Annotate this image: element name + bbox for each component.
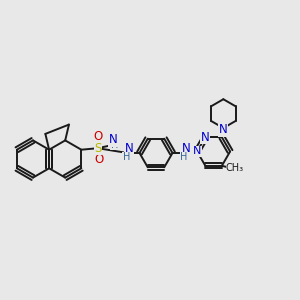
Text: N: N xyxy=(125,142,134,155)
Text: H: H xyxy=(123,152,130,162)
Text: H: H xyxy=(111,140,118,150)
Text: N: N xyxy=(182,142,191,155)
Text: N: N xyxy=(108,133,117,146)
Text: H: H xyxy=(180,152,188,163)
Text: O: O xyxy=(93,130,102,143)
Text: CH₃: CH₃ xyxy=(226,163,244,173)
Text: S: S xyxy=(94,142,101,155)
Text: N: N xyxy=(201,131,210,144)
Text: N: N xyxy=(219,123,228,136)
Text: N: N xyxy=(193,146,201,157)
Text: O: O xyxy=(95,153,104,166)
